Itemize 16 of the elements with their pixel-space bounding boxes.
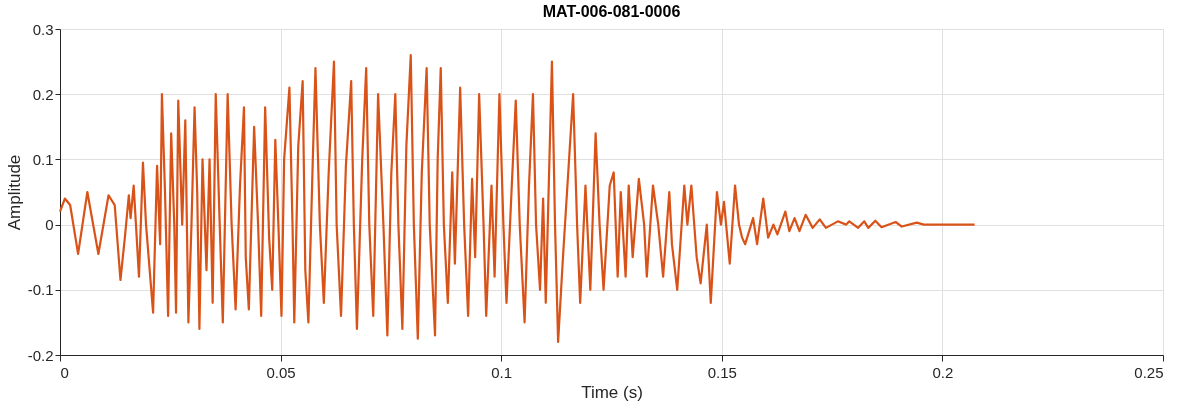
line-series <box>58 53 976 344</box>
y-tick-label: -0.1 <box>27 281 54 299</box>
x-tick-label: 0.1 <box>491 363 513 381</box>
x-tick-label: 0.15 <box>707 363 737 381</box>
x-tick-label: 0.05 <box>266 363 296 381</box>
y-tick-label: 0.3 <box>32 20 54 38</box>
y-tick-label: 0 <box>45 216 54 234</box>
x-tick-label: 0.25 <box>1134 363 1164 381</box>
x-tick-label: 0.2 <box>932 363 954 381</box>
x-tick-label: 0 <box>60 363 69 381</box>
y-tick-label: 0.1 <box>32 150 54 168</box>
y-tick-label: 0.2 <box>32 85 54 103</box>
chart-title: MAT-006-081-0006 <box>542 3 681 20</box>
y-axis-title: Amplitude <box>4 154 24 231</box>
y-tick-label: -0.2 <box>27 346 54 364</box>
x-axis-title: Time (s) <box>581 382 643 402</box>
